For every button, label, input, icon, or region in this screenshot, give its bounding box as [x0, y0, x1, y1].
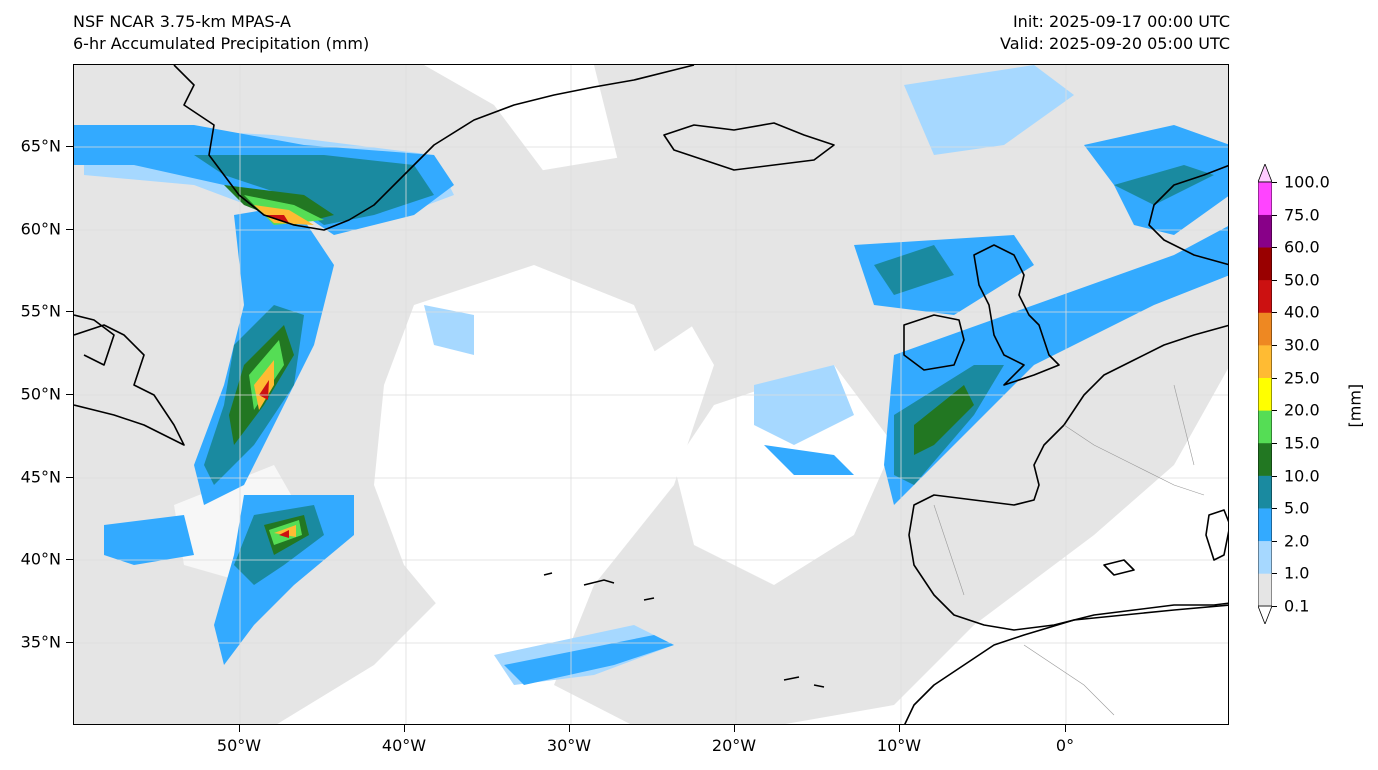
colorbar-segment	[1258, 279, 1272, 313]
greenland-coast	[173, 65, 695, 231]
lat-label: 45°N	[20, 467, 61, 487]
colorbar-level-label: 0.1	[1284, 596, 1310, 616]
colorbar-tick	[1272, 508, 1277, 510]
gridlines	[74, 65, 1228, 724]
colorbar-tick	[1272, 377, 1277, 379]
map-panel[interactable]	[73, 64, 1229, 725]
lat-label: 40°N	[20, 549, 61, 569]
lat-label: 60°N	[20, 219, 61, 239]
tick	[734, 725, 735, 732]
lat-label: 35°N	[20, 632, 61, 652]
lat-label: 55°N	[20, 301, 61, 321]
atlantic-islands	[543, 572, 825, 688]
lat-label: 65°N	[20, 136, 61, 156]
colorbar-level-label: 100.0	[1284, 172, 1330, 192]
colorbar-tick	[1272, 606, 1277, 607]
scandinavia-coast	[1148, 164, 1228, 266]
uk-coast	[973, 244, 1060, 386]
colorbar-segment	[1258, 312, 1272, 346]
colorbar-level-label: 5.0	[1284, 498, 1310, 518]
colorbar-segment	[1258, 182, 1272, 215]
model-name: NSF NCAR 3.75-km MPAS-A	[73, 12, 291, 31]
tick	[66, 229, 73, 230]
colorbar-level-label: 50.0	[1284, 270, 1320, 290]
colorbar-tick	[1272, 247, 1277, 249]
north-america-coast	[74, 324, 185, 446]
colorbar-level-label: 15.0	[1284, 433, 1320, 453]
colorbar-level-label: 30.0	[1284, 335, 1320, 355]
colorbar-segment	[1258, 377, 1272, 411]
lon-label: 50°W	[216, 736, 262, 755]
tick	[66, 559, 73, 560]
colorbar-level-label: 1.0	[1284, 563, 1310, 583]
tick	[66, 642, 73, 643]
colorbar-level-label: 10.0	[1284, 466, 1320, 486]
colorbar-frame	[1258, 181, 1272, 607]
tick	[239, 725, 240, 732]
colorbar-tick	[1272, 442, 1277, 444]
tick	[899, 725, 900, 732]
colorbar-tick	[1272, 312, 1277, 314]
colorbar-level-label: 20.0	[1284, 400, 1320, 420]
colorbar-segment	[1258, 540, 1272, 574]
lon-label: 20°W	[711, 736, 757, 755]
lon-label: 0°	[1055, 736, 1075, 755]
colorbar	[1258, 164, 1272, 624]
init-time: Init: 2025-09-17 00:00 UTC	[1012, 12, 1230, 31]
colorbar-level-label: 2.0	[1284, 531, 1310, 551]
colorbar-tick	[1272, 410, 1277, 412]
coastlines	[74, 65, 1228, 724]
tick	[1065, 725, 1066, 732]
map-title: NSF NCAR 3.75-km MPAS-A 6-hr Accumulated…	[73, 11, 369, 55]
iceland-coast	[663, 122, 835, 171]
colorbar-under-extension	[1258, 605, 1272, 624]
tick	[404, 725, 405, 732]
map-time-info: Init: 2025-09-17 00:00 UTC Valid: 2025-0…	[1000, 11, 1230, 55]
lon-label: 40°W	[381, 736, 427, 755]
ireland-coast	[903, 314, 965, 371]
colorbar-tick	[1272, 214, 1277, 216]
colorbar-tick	[1272, 345, 1277, 347]
precipitation-map	[74, 65, 1228, 724]
valid-time: Valid: 2025-09-20 05:00 UTC	[999, 34, 1230, 53]
tick	[66, 394, 73, 395]
tick	[569, 725, 570, 732]
colorbar-segment	[1258, 247, 1272, 281]
lat-label: 50°N	[20, 384, 61, 404]
tick	[66, 477, 73, 478]
colorbar-level-label: 75.0	[1284, 205, 1320, 225]
europe-coast	[908, 324, 1228, 631]
colorbar-over-extension	[1258, 164, 1272, 183]
colorbar-segment	[1258, 345, 1272, 378]
tick	[66, 146, 73, 147]
colorbar-segment	[1258, 508, 1272, 542]
colorbar-level-label: 25.0	[1284, 368, 1320, 388]
colorbar-tick	[1272, 540, 1277, 542]
colorbar-segment	[1258, 573, 1272, 607]
colorbar-segment	[1258, 442, 1272, 476]
colorbar-segment	[1258, 214, 1272, 248]
colorbar-segment	[1258, 410, 1272, 444]
tick	[66, 311, 73, 312]
colorbar-tick	[1272, 475, 1277, 477]
colorbar-tick	[1272, 279, 1277, 281]
colorbar-tick	[1272, 573, 1277, 575]
field-name: 6-hr Accumulated Precipitation (mm)	[73, 34, 370, 53]
country-borders	[933, 384, 1205, 716]
colorbar-level-label: 40.0	[1284, 302, 1320, 322]
colorbar-segment	[1258, 475, 1272, 509]
lon-label: 30°W	[546, 736, 592, 755]
colorbar-level-label: 60.0	[1284, 237, 1320, 257]
colorbar-tick	[1272, 182, 1277, 183]
lon-label: 10°W	[876, 736, 922, 755]
colorbar-unit: [mm]	[1345, 383, 1365, 428]
africa-coast	[904, 604, 1228, 724]
